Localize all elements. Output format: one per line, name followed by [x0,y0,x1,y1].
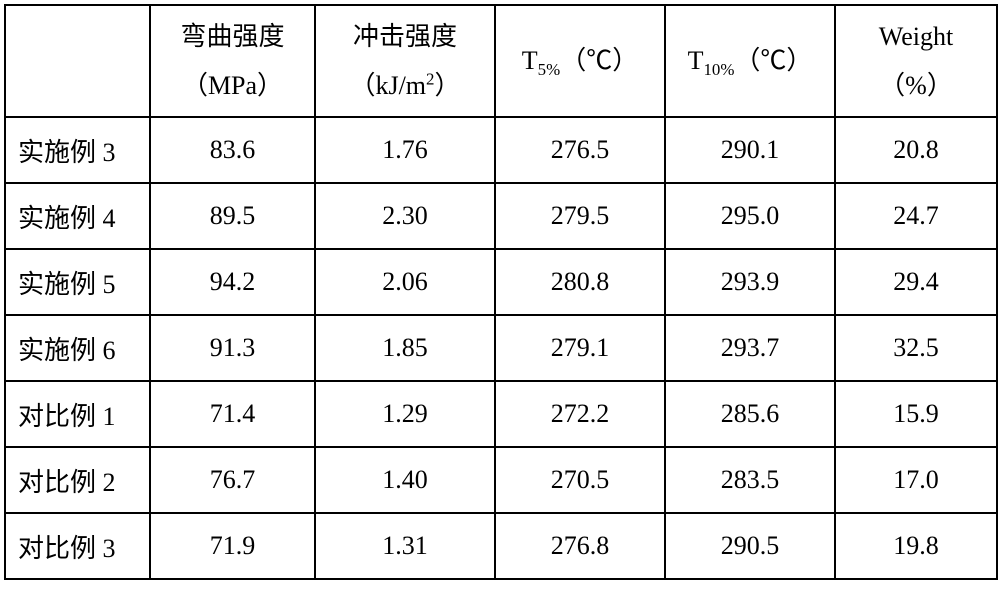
cell: 32.5 [835,315,997,381]
header-weight: Weight（%） [835,5,997,117]
table-row: 对比例 3 71.9 1.31 276.8 290.5 19.8 [5,513,997,579]
cell: 276.8 [495,513,665,579]
cell: 1.40 [315,447,495,513]
cell: 285.6 [665,381,835,447]
cell: 91.3 [150,315,315,381]
header-t10: T10%（℃） [665,5,835,117]
cell: 276.5 [495,117,665,183]
cell: 89.5 [150,183,315,249]
cell: 76.7 [150,447,315,513]
header-blank [5,5,150,117]
row-label: 对比例 3 [5,513,150,579]
cell: 17.0 [835,447,997,513]
cell: 19.8 [835,513,997,579]
data-table: 弯曲强度（MPa） 冲击强度（kJ/m2） T5%（℃） T10%（℃） Wei… [4,4,998,580]
cell: 290.5 [665,513,835,579]
cell: 279.5 [495,183,665,249]
cell: 279.1 [495,315,665,381]
cell: 20.8 [835,117,997,183]
row-label: 实施例 3 [5,117,150,183]
table-row: 对比例 2 76.7 1.40 270.5 283.5 17.0 [5,447,997,513]
cell: 283.5 [665,447,835,513]
table-row: 实施例 3 83.6 1.76 276.5 290.1 20.8 [5,117,997,183]
cell: 15.9 [835,381,997,447]
header-t5: T5%（℃） [495,5,665,117]
table-row: 实施例 4 89.5 2.30 279.5 295.0 24.7 [5,183,997,249]
cell: 83.6 [150,117,315,183]
cell: 280.8 [495,249,665,315]
table-body: 实施例 3 83.6 1.76 276.5 290.1 20.8 实施例 4 8… [5,117,997,579]
cell: 295.0 [665,183,835,249]
table-row: 实施例 5 94.2 2.06 280.8 293.9 29.4 [5,249,997,315]
cell: 293.9 [665,249,835,315]
cell: 290.1 [665,117,835,183]
row-label: 对比例 2 [5,447,150,513]
header-row: 弯曲强度（MPa） 冲击强度（kJ/m2） T5%（℃） T10%（℃） Wei… [5,5,997,117]
cell: 293.7 [665,315,835,381]
cell: 2.06 [315,249,495,315]
cell: 71.9 [150,513,315,579]
cell: 1.29 [315,381,495,447]
cell: 29.4 [835,249,997,315]
table-row: 对比例 1 71.4 1.29 272.2 285.6 15.9 [5,381,997,447]
header-flexural-strength: 弯曲强度（MPa） [150,5,315,117]
header-impact-strength: 冲击强度（kJ/m2） [315,5,495,117]
cell: 1.31 [315,513,495,579]
cell: 1.76 [315,117,495,183]
row-label: 实施例 5 [5,249,150,315]
cell: 94.2 [150,249,315,315]
row-label: 对比例 1 [5,381,150,447]
cell: 24.7 [835,183,997,249]
cell: 2.30 [315,183,495,249]
cell: 1.85 [315,315,495,381]
row-label: 实施例 6 [5,315,150,381]
table-head: 弯曲强度（MPa） 冲击强度（kJ/m2） T5%（℃） T10%（℃） Wei… [5,5,997,117]
cell: 272.2 [495,381,665,447]
table-row: 实施例 6 91.3 1.85 279.1 293.7 32.5 [5,315,997,381]
cell: 270.5 [495,447,665,513]
row-label: 实施例 4 [5,183,150,249]
cell: 71.4 [150,381,315,447]
